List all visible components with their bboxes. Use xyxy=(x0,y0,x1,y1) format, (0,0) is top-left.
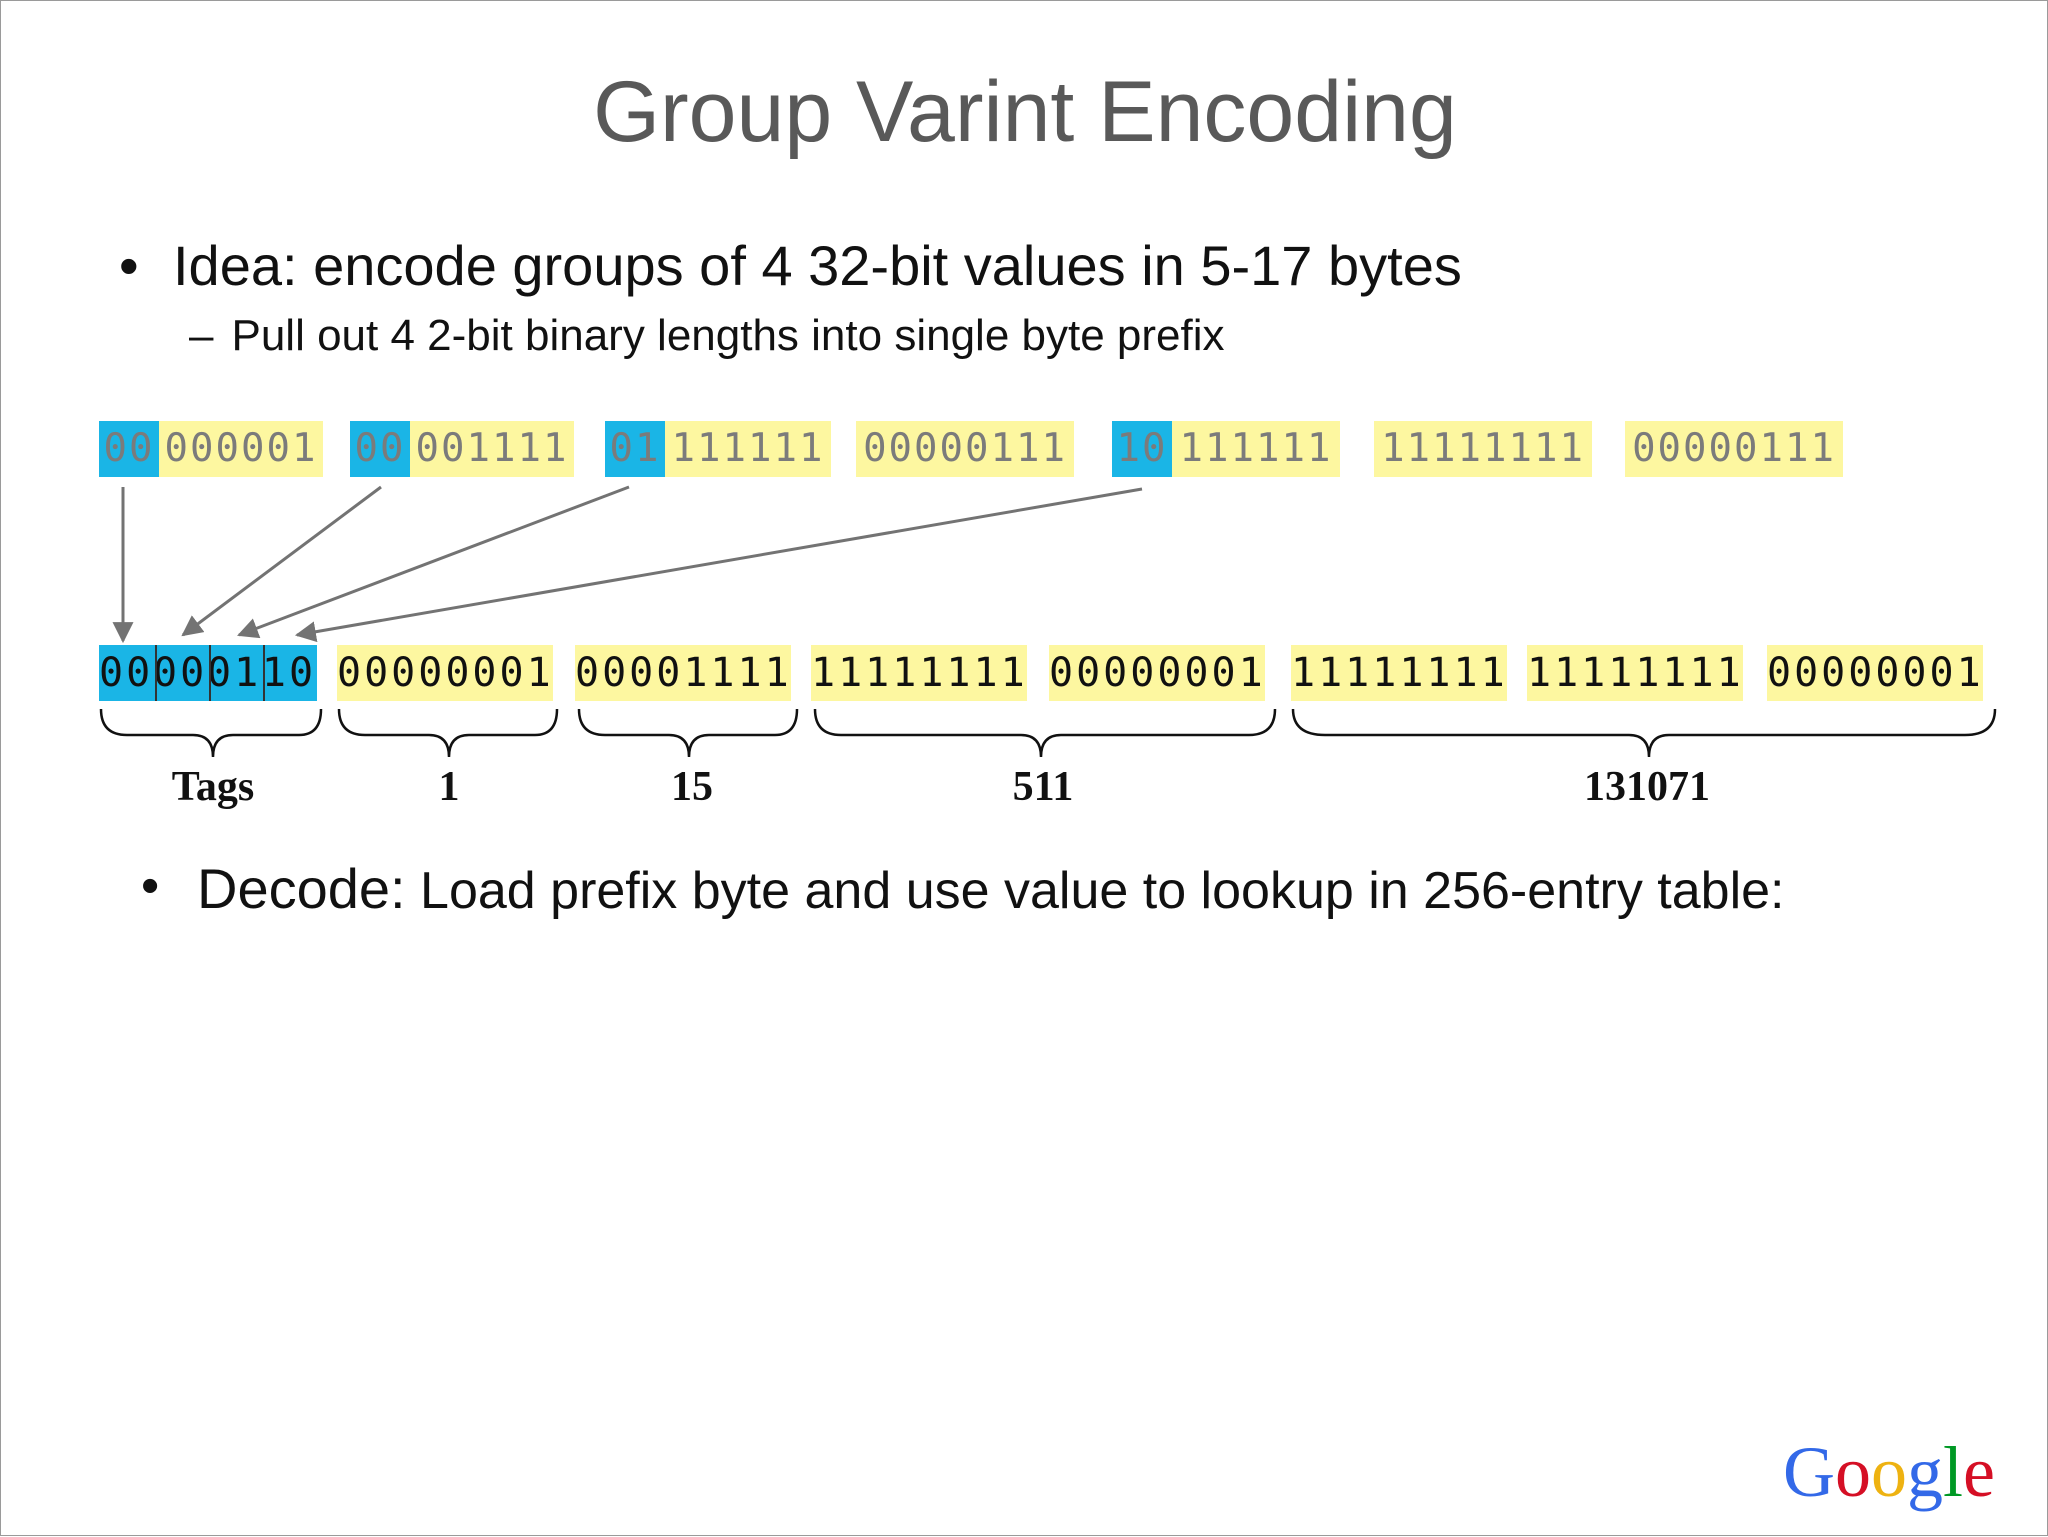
bullet-decode: • Decode: Load prefix byte and use value… xyxy=(141,856,1785,920)
logo-letter: e xyxy=(1963,1432,1995,1512)
source-byte: 01 111111 xyxy=(605,421,831,477)
source-byte: 10 111111 xyxy=(1112,421,1340,477)
data-byte: 00001111 xyxy=(575,645,791,701)
data-byte: 11111111 xyxy=(1291,645,1507,701)
tag-byte: 00000110 xyxy=(99,645,317,701)
byte-bits: 111111 xyxy=(1172,421,1340,477)
byte-bits: 001111 xyxy=(410,421,574,477)
sub-bullet-prefix: – Pull out 4 2-bit binary lengths into si… xyxy=(189,311,1225,361)
length-tag: 00 xyxy=(99,421,159,477)
source-byte: 00000111 xyxy=(856,421,1074,477)
length-tag: 10 xyxy=(1112,421,1172,477)
tag-arrow xyxy=(181,485,382,637)
decode-text: Load prefix byte and use value to lookup… xyxy=(405,862,1785,920)
logo-letter: g xyxy=(1907,1432,1943,1512)
label-value: 15 xyxy=(671,764,713,810)
brace-1 xyxy=(337,708,559,758)
label-value: 131071 xyxy=(1584,764,1710,810)
data-byte: 11111111 xyxy=(811,645,1027,701)
bullet-idea-text: Idea: encode groups of 4 32-bit values i… xyxy=(173,234,1462,297)
sub-bullet-dash: – xyxy=(189,311,214,360)
byte-bits: 111111 xyxy=(665,421,831,477)
source-byte: 00 000001 xyxy=(99,421,323,477)
google-logo: Google xyxy=(1783,1431,1995,1514)
data-byte: 00000001 xyxy=(1049,645,1265,701)
tag-bits: 00 xyxy=(99,650,154,696)
logo-letter: o xyxy=(1835,1432,1871,1512)
logo-letter: l xyxy=(1943,1432,1964,1512)
source-byte: 00000111 xyxy=(1625,421,1843,477)
tag-arrow xyxy=(237,485,630,639)
logo-letter: o xyxy=(1871,1432,1907,1512)
brace-tags xyxy=(99,708,323,758)
data-byte: 00000001 xyxy=(1767,645,1983,701)
byte-bits: 11111111 xyxy=(1374,421,1592,477)
source-byte: 00 001111 xyxy=(350,421,574,477)
decode-lead: Decode: xyxy=(197,857,406,920)
byte-bits: 000001 xyxy=(159,421,323,477)
brace-131071 xyxy=(1291,708,1997,758)
tag-bits: 01 xyxy=(207,650,262,696)
data-byte: 11111111 xyxy=(1527,645,1743,701)
bullet-dot: • xyxy=(141,857,160,915)
brace-15 xyxy=(577,708,799,758)
length-tag: 01 xyxy=(605,421,665,477)
byte-bits: 00000111 xyxy=(856,421,1074,477)
data-byte: 00000001 xyxy=(337,645,553,701)
label-value: 511 xyxy=(1012,764,1074,810)
bullet-dot: • xyxy=(119,234,139,297)
length-tag: 00 xyxy=(350,421,410,477)
label-value: 1 xyxy=(438,764,460,810)
tag-arrow xyxy=(294,487,1143,643)
sub-bullet-text: Pull out 4 2-bit binary lengths into sin… xyxy=(231,311,1225,360)
tag-bits: 00 xyxy=(153,650,208,696)
slide-title: Group Varint Encoding xyxy=(593,64,1457,160)
byte-bits: 00000111 xyxy=(1625,421,1843,477)
logo-letter: G xyxy=(1783,1432,1835,1512)
tag-bits: 10 xyxy=(261,650,317,696)
brace-511 xyxy=(813,708,1277,758)
source-byte: 11111111 xyxy=(1374,421,1592,477)
label-tags: Tags xyxy=(171,764,255,810)
